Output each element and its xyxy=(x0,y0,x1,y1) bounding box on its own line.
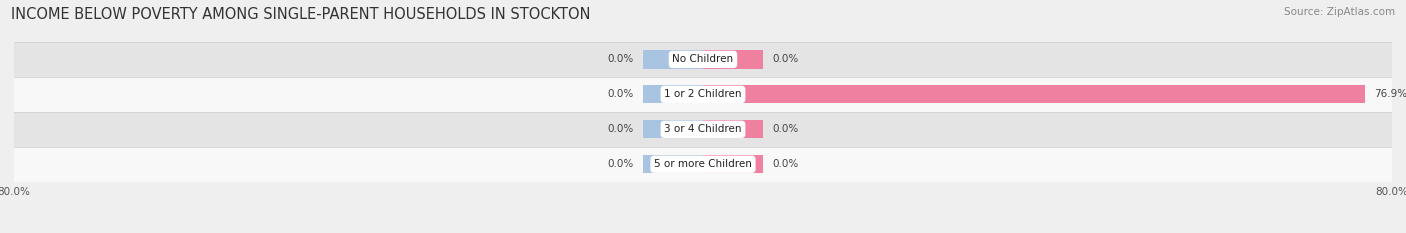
Text: 0.0%: 0.0% xyxy=(607,55,634,64)
Bar xyxy=(14,42,1392,77)
Text: 0.0%: 0.0% xyxy=(607,159,634,169)
Text: 0.0%: 0.0% xyxy=(772,55,799,64)
Text: 0.0%: 0.0% xyxy=(772,124,799,134)
Text: 3 or 4 Children: 3 or 4 Children xyxy=(664,124,742,134)
Bar xyxy=(643,120,703,138)
Bar xyxy=(14,112,1392,147)
Bar xyxy=(703,155,763,173)
Text: No Children: No Children xyxy=(672,55,734,64)
Text: 0.0%: 0.0% xyxy=(607,124,634,134)
Bar xyxy=(643,50,703,69)
Legend: Single Father, Single Mother: Single Father, Single Mother xyxy=(591,230,815,233)
Text: Source: ZipAtlas.com: Source: ZipAtlas.com xyxy=(1284,7,1395,17)
Bar xyxy=(14,147,1392,182)
Bar xyxy=(643,155,703,173)
Text: 1 or 2 Children: 1 or 2 Children xyxy=(664,89,742,99)
Bar xyxy=(703,85,1365,103)
Text: 5 or more Children: 5 or more Children xyxy=(654,159,752,169)
Text: 0.0%: 0.0% xyxy=(772,159,799,169)
Bar xyxy=(703,120,763,138)
Bar xyxy=(14,77,1392,112)
Text: INCOME BELOW POVERTY AMONG SINGLE-PARENT HOUSEHOLDS IN STOCKTON: INCOME BELOW POVERTY AMONG SINGLE-PARENT… xyxy=(11,7,591,22)
Bar xyxy=(643,85,703,103)
Text: 76.9%: 76.9% xyxy=(1374,89,1406,99)
Bar xyxy=(703,50,763,69)
Text: 0.0%: 0.0% xyxy=(607,89,634,99)
